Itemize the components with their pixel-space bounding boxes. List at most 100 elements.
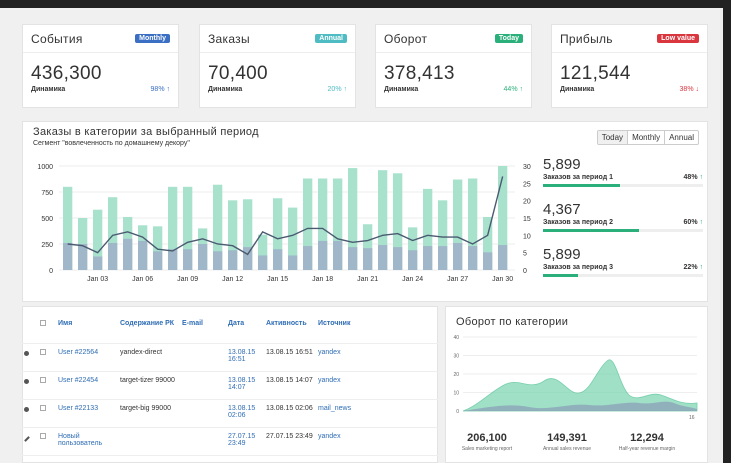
period-today-button[interactable]: Today [597, 131, 629, 144]
right-axis-tick: 30 [523, 164, 531, 171]
x-axis-tick: Jan 06 [132, 276, 153, 283]
bar-light [423, 188, 433, 270]
edit-icon[interactable] [24, 436, 30, 442]
row-checkbox[interactable] [40, 349, 46, 355]
user-name-link[interactable]: Новый пользователь [58, 433, 103, 447]
table-row: User #22564 yandex-direct 13.08.15 16:51… [22, 344, 438, 372]
stat-percent: 22% [683, 264, 698, 271]
bar-light [408, 227, 418, 270]
bar-light [228, 200, 238, 270]
activity-cell: 27.07.15 23:49 [266, 433, 313, 440]
revenue-stat-0: 206,100 Sales marketing report [447, 432, 527, 452]
x-axis-tick: Jan 21 [357, 276, 378, 283]
select-all-checkbox[interactable] [40, 320, 46, 326]
revenue-stat-value: 12,294 [630, 432, 664, 444]
kpi-percent: 98% [150, 86, 165, 93]
kpi-value: 378,413 [384, 63, 455, 84]
kpi-change: 20% ↑ [328, 86, 347, 93]
date-cell[interactable]: 27.07.15 23:49 [228, 433, 256, 447]
column-header[interactable]: Активность [266, 320, 307, 327]
kpi-header: Оборот Today [376, 25, 531, 53]
campaign-content [118, 431, 180, 455]
bar-light [63, 186, 73, 270]
column-header[interactable]: Источник [318, 320, 351, 327]
revenue-title: Оборот по категории [456, 316, 569, 328]
bar-dark [63, 242, 73, 270]
users-table: Имя Содержание РК E-mail Дата Активность Исто… [22, 306, 438, 456]
date-cell[interactable]: 13.08.15 02:06 [228, 405, 256, 419]
bar-light [318, 178, 328, 270]
source-link[interactable]: yandex [318, 433, 341, 440]
kpi-card-0: События Monthly 436,300 Динамика 98% ↑ [22, 24, 179, 108]
area-series-green [462, 359, 698, 412]
orders-chart-subtitle: Сегмент "вовлеченность по домашнему деко… [33, 140, 190, 147]
right-axis-tick: 25 [523, 181, 531, 188]
activity-cell: 13.08.15 14:07 [266, 377, 313, 384]
x-axis-tick: Jan 27 [447, 276, 468, 283]
right-axis-tick: 10 [523, 233, 531, 240]
table-row: User #22133 target-big 99000 13.08.15 02… [22, 400, 438, 428]
stat-label: Заказов за период 2 [543, 219, 613, 226]
bar-dark [213, 251, 223, 270]
row-checkbox[interactable] [40, 405, 46, 411]
source-link[interactable]: yandex [318, 377, 341, 384]
top-strip [0, 0, 731, 8]
kpi-title: Заказы [208, 31, 250, 46]
bar-dark [363, 248, 373, 270]
source-link[interactable]: mail_news [318, 405, 352, 412]
row-checkbox[interactable] [40, 377, 46, 383]
kpi-change: 38% ↓ [680, 86, 699, 93]
x-axis-tick: Jan 24 [402, 276, 423, 283]
bar-dark [453, 242, 463, 270]
x-axis-tick: Jan 30 [492, 276, 513, 283]
bar-light [153, 226, 163, 270]
column-header[interactable]: Дата [228, 320, 245, 327]
bar-dark [438, 246, 448, 270]
x-axis-tick: Jan 12 [222, 276, 243, 283]
kpi-header: Прибыль Low value [552, 25, 707, 53]
period-monthly-button[interactable]: Monthly [628, 131, 666, 144]
revenue-stat-value: 149,391 [547, 432, 587, 444]
table-header-row: Имя Содержание РК E-mail Дата Активность Исто… [22, 306, 438, 344]
kpi-card-1: Заказы Annual 70,400 Динамика 20% ↑ [199, 24, 356, 108]
bar-dark [138, 240, 148, 270]
column-header[interactable]: Содержание РК [120, 320, 175, 327]
stat-percent: 48% [683, 174, 698, 181]
user-name-link[interactable]: User #22454 [58, 377, 99, 384]
user-name-link[interactable]: User #22133 [58, 405, 99, 412]
settings-icon[interactable] [24, 407, 29, 412]
kpi-value: 121,544 [560, 63, 631, 84]
bar-dark [423, 246, 433, 270]
stat-progress-bar [543, 229, 703, 232]
source-link[interactable]: yandex [318, 349, 341, 356]
column-header[interactable]: Имя [58, 320, 73, 327]
trend-arrow-icon: ↑ [343, 86, 348, 93]
bar-dark [408, 250, 418, 270]
settings-icon[interactable] [24, 379, 29, 384]
column-header[interactable]: E-mail [182, 320, 204, 327]
user-name-link[interactable]: User #22564 [58, 349, 99, 356]
period-selector: Today Monthly Annual [596, 130, 699, 145]
bar-dark [198, 244, 208, 270]
date-cell[interactable]: 13.08.15 16:51 [228, 349, 256, 363]
settings-icon[interactable] [24, 351, 29, 356]
bar-dark [378, 245, 388, 270]
period-annual-button[interactable]: Annual [669, 133, 694, 142]
bar-light [468, 178, 478, 270]
trend-arrow-icon: ↑ [166, 86, 171, 93]
bar-dark [393, 247, 403, 270]
period-stat-0: 5,899 Заказов за период 1 48% ↑ [543, 156, 703, 187]
activity-cell: 13.08.15 16:51 [266, 349, 313, 356]
bar-dark [258, 255, 268, 270]
kpi-percent: 44% [503, 86, 518, 93]
x-axis-end-tick: 16 [689, 415, 695, 421]
trend-arrow-icon: ↓ [695, 86, 700, 93]
row-checkbox[interactable] [40, 433, 46, 439]
stat-value: 4,367 [543, 201, 581, 218]
bar-light [93, 209, 103, 270]
stat-progress-fill [543, 274, 579, 277]
date-cell[interactable]: 13.08.15 14:07 [228, 377, 256, 391]
bar-dark [228, 250, 238, 270]
bar-light [363, 224, 373, 270]
stat-progress-fill [543, 229, 639, 232]
